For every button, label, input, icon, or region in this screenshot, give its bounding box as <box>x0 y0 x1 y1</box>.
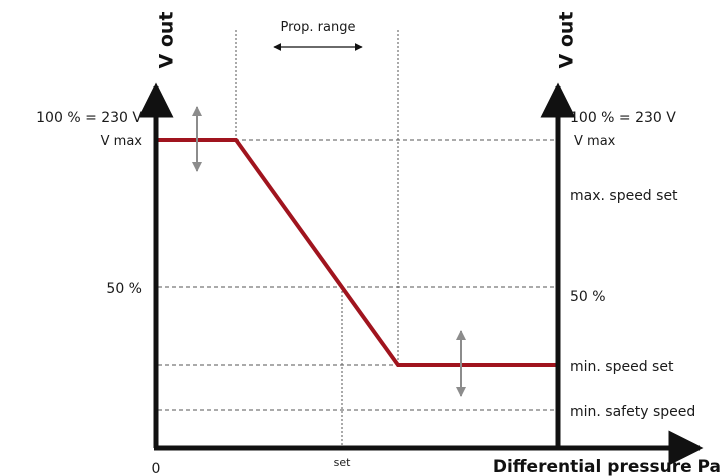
y-axis-right-title: V out <box>556 12 578 69</box>
right-vmax-label: V max <box>574 134 616 149</box>
right-min-speed-label: min. speed set <box>570 359 674 375</box>
right-max-speed-label: max. speed set <box>570 188 678 204</box>
origin-label: 0 <box>152 461 161 476</box>
fan-speed-curve <box>158 138 556 367</box>
right-max-label: 100 % = 230 V <box>570 110 676 126</box>
left-max-label: 100 % = 230 V <box>36 110 142 126</box>
set-label: set <box>334 456 351 469</box>
left-vmax-label: V max <box>101 134 143 149</box>
right-min-safety-label: min. safety speed <box>570 404 695 420</box>
left-half-label: 50 % <box>106 281 142 297</box>
right-half-label: 50 % <box>570 289 606 305</box>
y-axis-left-title: V out <box>156 12 178 69</box>
prop-range-label: Prop. range <box>281 20 356 35</box>
x-axis-title: Differential pressure Pa <box>493 457 721 476</box>
